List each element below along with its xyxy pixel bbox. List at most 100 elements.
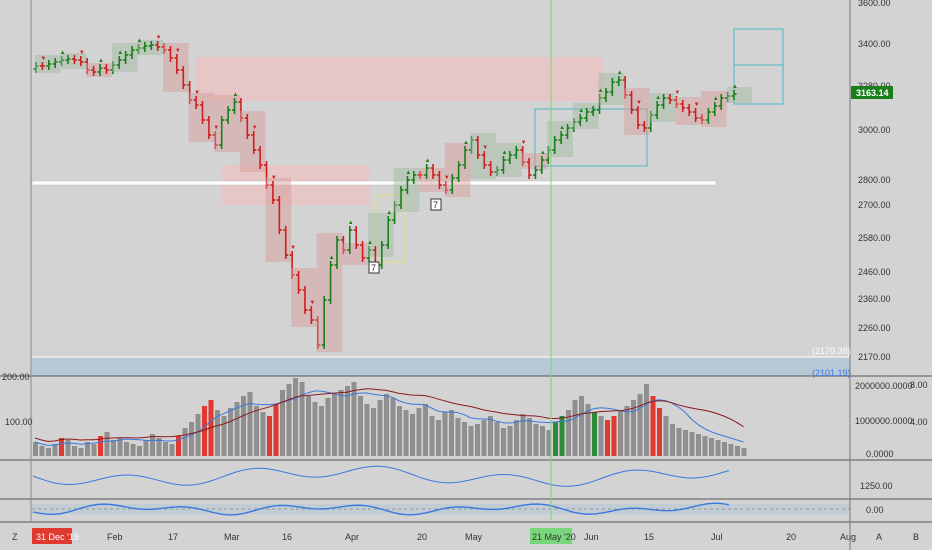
- volume-bar: [722, 442, 727, 456]
- volume-bar: [299, 382, 305, 456]
- date-highlight-start: [32, 528, 72, 544]
- auto-scale-button[interactable]: A: [876, 532, 882, 542]
- volume-bar: [423, 404, 428, 456]
- range-box: [726, 87, 753, 103]
- x-label: 15: [644, 532, 654, 542]
- volume-bar: [533, 424, 539, 456]
- range-box: [624, 88, 650, 135]
- signal-marker: ▲: [463, 140, 469, 146]
- signal-marker: ▲: [98, 58, 104, 64]
- volume-bar: [670, 424, 675, 456]
- volume-bar: [735, 446, 740, 456]
- x-label: 17: [168, 532, 178, 542]
- volume-bar: [416, 408, 422, 456]
- signal-marker: ▲: [348, 220, 354, 226]
- highlight-box: [375, 194, 406, 263]
- volume-bar: [202, 406, 207, 456]
- volume-layer: [33, 378, 747, 456]
- level-label: (2101.19): [812, 368, 851, 378]
- volume-bar: [455, 418, 461, 456]
- range-box: [572, 103, 599, 129]
- volume-bar: [657, 408, 662, 456]
- log-scale-button[interactable]: B: [913, 532, 919, 542]
- volume-bar: [234, 402, 240, 456]
- volume-bar: [85, 442, 90, 456]
- signal-marker: ▼: [40, 56, 46, 62]
- indicator2-tick: 0.00: [866, 505, 884, 515]
- volume-bar: [390, 398, 396, 456]
- x-label: Feb: [107, 532, 123, 542]
- volume-bar: [481, 420, 487, 456]
- signal-marker: ▼: [694, 102, 700, 108]
- signal-marker: ▲: [233, 92, 239, 98]
- signal-marker: ▲: [655, 95, 661, 101]
- volume-bar: [332, 394, 337, 456]
- volume-right-tick: 1000000.0000: [855, 416, 913, 426]
- volume-bar: [293, 378, 298, 456]
- volume-bar: [312, 402, 318, 456]
- volume-bar: [540, 426, 545, 456]
- volume-right-tick: 0.0000: [866, 449, 894, 459]
- level-label: (2170.38): [812, 346, 851, 356]
- volume-bar: [689, 432, 695, 456]
- range-box: [547, 121, 573, 157]
- volume-bar: [663, 416, 669, 456]
- range-box: [111, 43, 138, 72]
- range-box: [35, 55, 61, 73]
- price-tick: 2170.00: [858, 352, 891, 362]
- signal-marker: ▼: [79, 50, 85, 56]
- volume-bar: [59, 438, 64, 456]
- volume-bar: [143, 440, 149, 456]
- volume-bar: [254, 406, 259, 456]
- volume-right-tick: 2000000.0000: [855, 381, 913, 391]
- price-tick: 2580.00: [858, 233, 891, 243]
- volume-bar: [72, 446, 77, 456]
- range-box: [700, 91, 727, 127]
- indicator1-tick: 1250.00: [860, 481, 893, 491]
- price-tick: 2360.00: [858, 294, 891, 304]
- volume-bar: [501, 428, 506, 456]
- price-tick: 3000.00: [858, 125, 891, 135]
- indicator-layer: [32, 465, 850, 516]
- volume-bar: [130, 444, 136, 456]
- price-axis[interactable]: 3600.00 3400.00 3280.00 3000.00 2800.00 …: [858, 0, 891, 362]
- volume-bar: [468, 426, 474, 456]
- range-box: [214, 95, 240, 152]
- x-label: Jun: [584, 532, 599, 542]
- time-axis[interactable]: 31 Dec '19 Feb 17 Mar 16 Apr 20 May 21 M…: [12, 528, 919, 544]
- volume-bar: [325, 398, 331, 456]
- volume-bar: [475, 424, 480, 456]
- volume-bar: [260, 412, 266, 456]
- signal-marker: ▲: [559, 125, 565, 131]
- volume-bar: [208, 400, 214, 456]
- volume-bar: [78, 448, 84, 456]
- volume-bar: [644, 384, 649, 456]
- volume-bar: [280, 390, 285, 456]
- volume-bar: [507, 426, 513, 456]
- volume-bar: [553, 422, 558, 456]
- volume-bar: [592, 412, 597, 456]
- support-zone: [32, 357, 850, 376]
- zones-layer: [31, 28, 850, 376]
- volume-bar: [351, 382, 357, 456]
- signal-marker: ▲: [540, 150, 546, 156]
- volume-bar: [124, 442, 129, 456]
- x-label: 31 Dec '19: [36, 532, 79, 542]
- volume-bar: [117, 438, 123, 456]
- range-box: [342, 243, 368, 265]
- target-box: [534, 108, 648, 167]
- axis-corner-left[interactable]: Z: [12, 532, 18, 542]
- signal-marker: ▲: [329, 255, 335, 261]
- x-label: May: [465, 532, 483, 542]
- volume-bar: [696, 434, 701, 456]
- volume-bar: [345, 386, 350, 456]
- price-tick: 2460.00: [858, 267, 891, 277]
- volume-bar: [221, 416, 227, 456]
- volume-bar: [241, 396, 246, 456]
- volume-bar: [150, 434, 155, 456]
- volume-bar: [611, 416, 617, 456]
- volume-bar: [247, 392, 253, 456]
- signal-marker: ▲: [367, 240, 373, 246]
- volume-bar: [403, 410, 409, 456]
